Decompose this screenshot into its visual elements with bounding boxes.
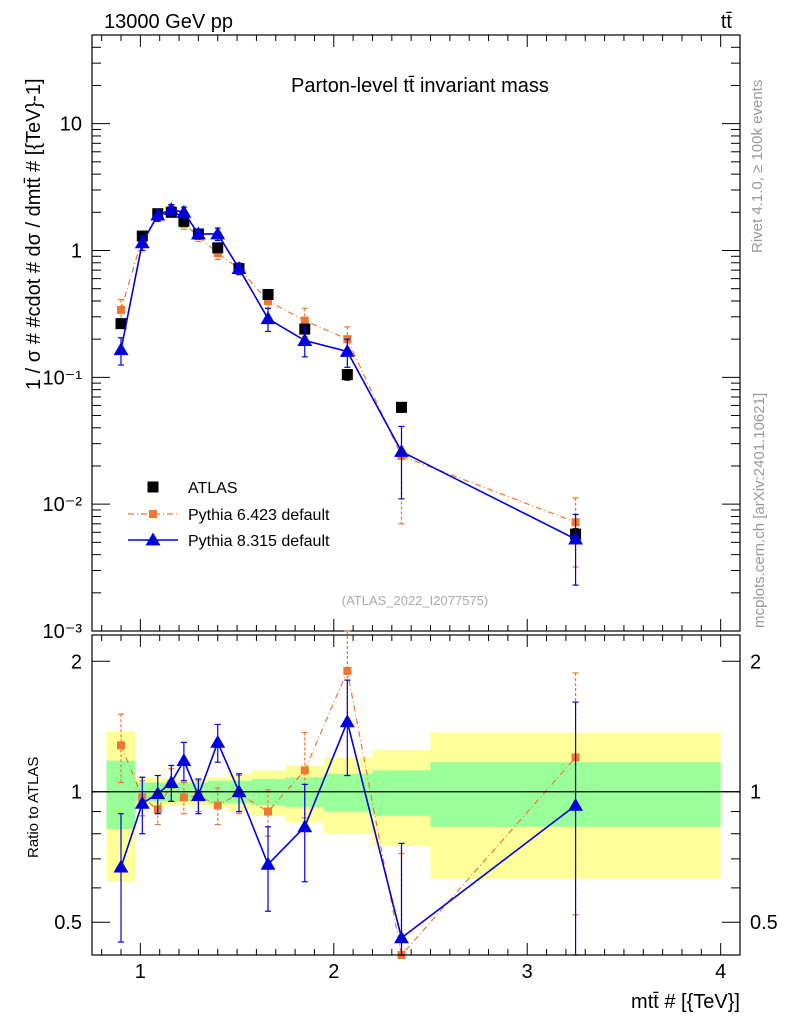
y-tick-label: 10⁻² <box>43 494 83 516</box>
main-line-pythia-6-423-default <box>120 208 576 523</box>
main-point-atlas <box>341 369 353 381</box>
legend-marker <box>145 532 161 546</box>
x-tick-label: 4 <box>715 961 726 983</box>
main-point-atlas <box>115 318 127 330</box>
ratio-point-pythia-8-315-default <box>134 795 150 809</box>
x-axis-label: mtt̄ # [{TeV}] <box>631 991 740 1013</box>
stat-uncertainty-band <box>372 770 431 816</box>
main-frame <box>91 34 741 632</box>
y-tick-label: 10⁻¹ <box>43 367 83 389</box>
main-point-atlas <box>395 401 407 413</box>
main-point-pythia-8-315-default <box>568 531 584 545</box>
main-point-pythia-8-315-default <box>190 226 206 240</box>
process-label: tt̄ <box>721 11 733 33</box>
main-point-atlas <box>212 242 224 254</box>
y-tick-label: 10⁻³ <box>43 621 83 643</box>
main-point-pythia-8-315-default <box>210 226 226 240</box>
main-point-pythia-8-315-default <box>134 235 150 249</box>
ratio-point-pythia-6-423-default <box>343 666 352 675</box>
plot-title: Parton-level tt̄ invariant mass <box>291 75 549 97</box>
legend-label: Pythia 6.423 default <box>188 507 330 524</box>
ratio-point-pythia-8-315-default <box>163 775 179 788</box>
main-point-pythia-8-315-default <box>394 444 409 457</box>
analysis-tag: (ATLAS_2022_I2077575) <box>342 593 488 608</box>
ratio-frame <box>91 634 741 956</box>
legend-marker <box>149 510 157 518</box>
main-point-pythia-8-315-default <box>339 343 355 357</box>
beam-label: 13000 GeV pp <box>104 11 233 33</box>
legend-label: ATLAS <box>188 480 238 497</box>
ratio-point-pythia-6-423-default <box>264 807 273 816</box>
ratio-point-pythia-8-315-default <box>113 859 129 873</box>
ratio-point-pythia-6-423-default <box>213 801 222 810</box>
ratio-point-pythia-8-315-default <box>176 753 192 766</box>
ratio-point-pythia-8-315-default <box>394 930 409 944</box>
main-plot-panel: 10⁻³ 10⁻² 10⁻¹ 1 10 Parton-level tt̄ invaria… <box>23 34 741 643</box>
ratio-y-tick-label: 1 <box>750 782 761 804</box>
main-point-pythia-8-315-default <box>163 202 179 216</box>
main-point-atlas <box>178 215 190 227</box>
main-point-pythia-8-315-default <box>260 311 276 325</box>
ratio-y-axis-label: Ratio to ATLAS <box>25 757 42 858</box>
ratio-point-pythia-8-315-default <box>231 784 247 798</box>
legend-marker <box>147 481 159 493</box>
ratio-point-pythia-8-315-default <box>190 788 206 801</box>
main-point-pythia-6-423-default <box>117 305 126 314</box>
y-tick-label: 10 <box>60 114 82 136</box>
ratio-y-tick-label: 0.5 <box>750 912 778 934</box>
main-point-pythia-8-315-default <box>176 204 192 218</box>
ratio-y-tick-label: 2 <box>71 651 82 673</box>
ratio-point-pythia-8-315-default <box>568 797 584 811</box>
ratio-point-pythia-6-423-default <box>117 741 126 750</box>
x-tick-label: 3 <box>522 961 533 983</box>
main-point-pythia-8-315-default <box>297 333 313 346</box>
rivet-label: Rivet 4.1.0, ≥ 100k events <box>749 80 766 253</box>
main-point-pythia-8-315-default <box>231 261 247 274</box>
x-tick-label: 1 <box>135 961 146 983</box>
main-point-pythia-8-315-default <box>150 207 166 221</box>
x-tick-label: 2 <box>328 961 339 983</box>
site-label: mcplots.cern.ch [arXiv:2401.10621] <box>751 393 768 628</box>
ratio-point-pythia-6-423-default <box>300 766 309 775</box>
legend: ATLAS Pythia 6.423 default Pythia 8.315 de… <box>128 480 330 550</box>
ratio-point-pythia-8-315-default <box>150 786 166 800</box>
y-tick-label: 1 <box>71 240 82 262</box>
ratio-point-pythia-8-315-default <box>297 819 313 833</box>
main-point-pythia-8-315-default <box>113 342 129 356</box>
main-point-atlas <box>262 288 274 300</box>
main-point-pythia-6-423-default <box>264 296 273 305</box>
legend-label: Pythia 8.315 default <box>188 533 330 550</box>
ratio-y-tick-label: 0.5 <box>54 912 82 934</box>
ratio-point-pythia-6-423-default <box>179 793 188 802</box>
ratio-point-pythia-8-315-default <box>210 734 226 748</box>
main-point-pythia-6-423-default <box>300 316 309 325</box>
y-axis-label: 1 / σ # #cdot # dσ / dmtt̄ # [{TeV}-1] <box>23 78 45 390</box>
ratio-y-tick-label: 2 <box>750 651 761 673</box>
ratio-point-pythia-8-315-default <box>260 856 276 870</box>
ratio-y-tick-label: 1 <box>71 782 82 804</box>
ratio-plot-panel: 1 2 3 4 0.5 0.5 1 1 2 2 Ratio to ATLAS mtt̄ # [{T… <box>25 630 778 1013</box>
ratio-point-pythia-8-315-default <box>339 714 355 728</box>
main-point-pythia-6-423-default <box>213 249 222 258</box>
